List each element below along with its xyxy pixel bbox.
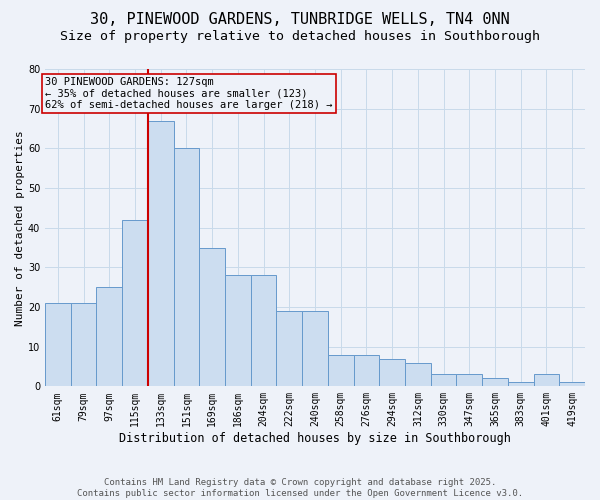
Bar — [122, 220, 148, 386]
Bar — [457, 374, 482, 386]
Text: Contains HM Land Registry data © Crown copyright and database right 2025.
Contai: Contains HM Land Registry data © Crown c… — [77, 478, 523, 498]
Bar — [148, 120, 173, 386]
Text: 30, PINEWOOD GARDENS, TUNBRIDGE WELLS, TN4 0NN: 30, PINEWOOD GARDENS, TUNBRIDGE WELLS, T… — [90, 12, 510, 28]
Bar — [533, 374, 559, 386]
Bar — [97, 287, 122, 386]
Bar — [173, 148, 199, 386]
Bar — [482, 378, 508, 386]
Bar — [559, 382, 585, 386]
Y-axis label: Number of detached properties: Number of detached properties — [15, 130, 25, 326]
Bar — [277, 311, 302, 386]
Bar — [302, 311, 328, 386]
Text: 30 PINEWOOD GARDENS: 127sqm
← 35% of detached houses are smaller (123)
62% of se: 30 PINEWOOD GARDENS: 127sqm ← 35% of det… — [45, 77, 332, 110]
Text: Size of property relative to detached houses in Southborough: Size of property relative to detached ho… — [60, 30, 540, 43]
Bar — [251, 276, 277, 386]
Bar — [71, 303, 97, 386]
Bar — [508, 382, 533, 386]
Bar — [328, 354, 353, 386]
Bar — [353, 354, 379, 386]
Bar — [45, 303, 71, 386]
Bar — [199, 248, 225, 386]
Bar — [431, 374, 457, 386]
Bar — [405, 362, 431, 386]
Bar — [379, 358, 405, 386]
Bar — [225, 276, 251, 386]
X-axis label: Distribution of detached houses by size in Southborough: Distribution of detached houses by size … — [119, 432, 511, 445]
